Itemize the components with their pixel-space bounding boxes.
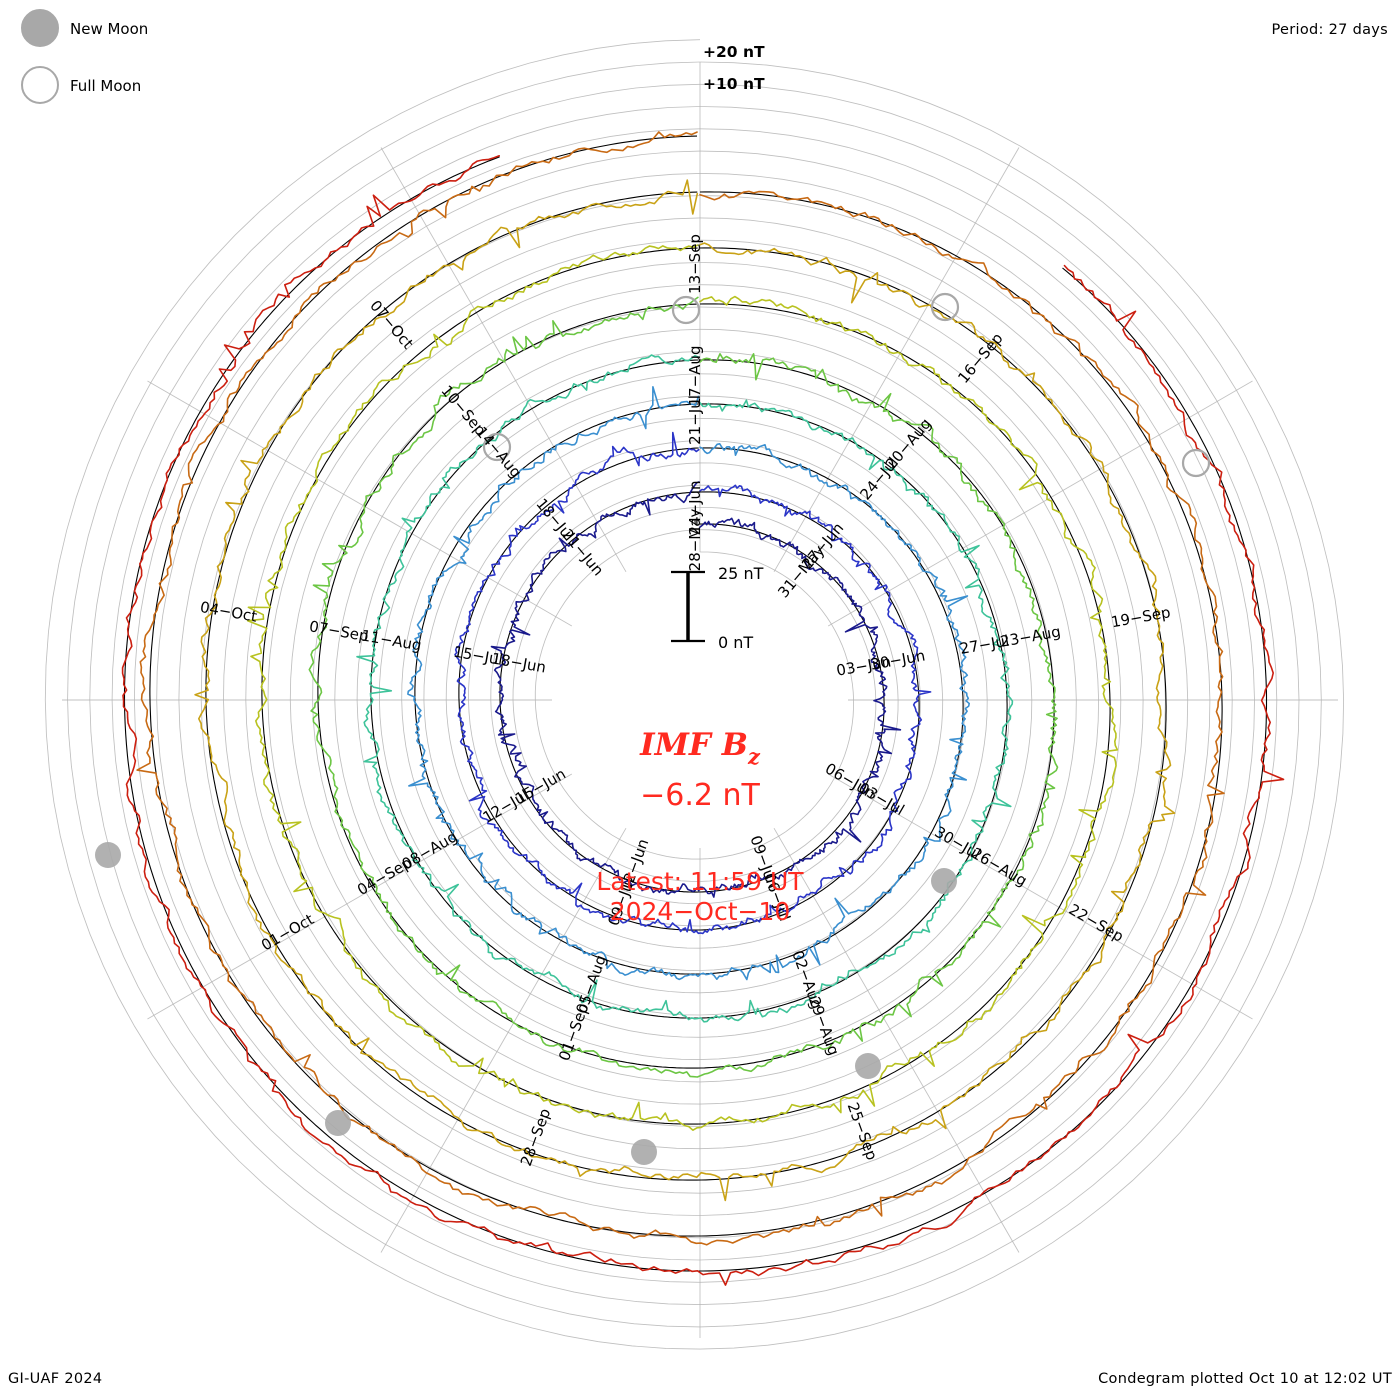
legend: New Moon Full Moon: [21, 9, 148, 104]
date-label: 23−Aug: [999, 622, 1062, 650]
grid-spokes: [62, 62, 1338, 1338]
date-label: 12−Jul: [480, 786, 532, 826]
date-label: 21−Jul: [686, 395, 704, 445]
ring-label-20nt: +20 nT: [703, 43, 765, 61]
scale-bottom-label: 0 nT: [718, 633, 753, 652]
parameter-title-sub: z: [747, 744, 761, 769]
date-labels: 28−May31−May03−Jun06−Jun09−Jun12−Jun15−J…: [199, 234, 1172, 1168]
new-moon-swatch: [21, 9, 59, 47]
scale-top-label: 25 nT: [718, 564, 764, 583]
center-annotation: IMF Bz −6.2 nT Latest: 11:59 UT 2024−Oct…: [596, 727, 804, 926]
date-label: 04−Oct: [199, 598, 259, 626]
parameter-title: IMF Bz: [639, 727, 761, 769]
date-label: 01−Sep: [555, 1001, 592, 1063]
date-label: 20−Aug: [882, 415, 935, 473]
date-label: 24−Jun: [686, 480, 704, 535]
full-moon-swatch: [21, 66, 59, 104]
date-label: 28−May: [686, 509, 704, 572]
date-label: 17−Aug: [686, 346, 704, 407]
date-label: 04−Sep: [354, 854, 415, 900]
latest-date: 2024−Oct−10: [610, 897, 791, 926]
data-traces: [121, 131, 1285, 1286]
footer-plotted: Condegram plotted Oct 10 at 12:02 UT: [1098, 1371, 1392, 1387]
date-label: 13−Sep: [686, 234, 704, 294]
scale-bar: 25 nT 0 nT: [671, 564, 764, 652]
latest-time: Latest: 11:59 UT: [596, 867, 804, 896]
date-label: 26−Aug: [968, 844, 1030, 890]
footer-credit: GI-UAF 2024: [8, 1371, 103, 1387]
parameter-title-main: IMF B: [639, 727, 748, 763]
period-label: Period: 27 days: [1271, 22, 1388, 38]
full-moon-label: Full Moon: [70, 77, 141, 95]
date-label: 18−Jul: [532, 495, 578, 545]
spiral-baselines: [123, 135, 1268, 1272]
date-label: 03−Jul: [855, 779, 907, 819]
date-label: 19−Sep: [1110, 603, 1172, 631]
date-label: 10−Sep: [437, 382, 489, 439]
ring-label-10nt: +10 nT: [703, 75, 765, 93]
moon-markers: [95, 292, 1211, 1165]
parameter-value: −6.2 nT: [640, 778, 760, 813]
ring-value-labels: +20 nT +10 nT: [703, 43, 765, 93]
new-moon-label: New Moon: [70, 20, 148, 38]
